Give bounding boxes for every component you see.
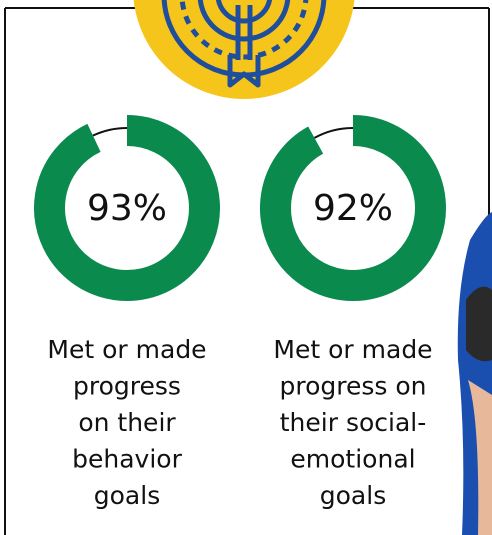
remainder-arc <box>314 128 353 138</box>
photo <box>458 212 492 535</box>
remainder-arc <box>93 128 127 136</box>
percent-label: 93% <box>87 188 167 229</box>
caption-line: emotional <box>290 445 415 474</box>
caption-line: goals <box>94 481 160 510</box>
page: {"chart_data": [ {"type": "donut", "valu… <box>0 0 492 535</box>
caption-line: behavior <box>72 445 182 474</box>
caption-line: progress <box>73 372 181 401</box>
caption-line: Met or made <box>273 335 432 364</box>
caption-line: on their <box>78 408 176 437</box>
caption-line: progress on <box>279 372 426 401</box>
caption-line: goals <box>320 481 386 510</box>
photo-patch <box>466 287 492 362</box>
caption-line: their social- <box>280 408 427 437</box>
infographic: 93% Met or made progress on their behavior go… <box>0 0 492 535</box>
caption-line: Met or made <box>47 335 206 364</box>
target-icon <box>133 0 355 99</box>
percent-label: 92% <box>313 188 393 229</box>
